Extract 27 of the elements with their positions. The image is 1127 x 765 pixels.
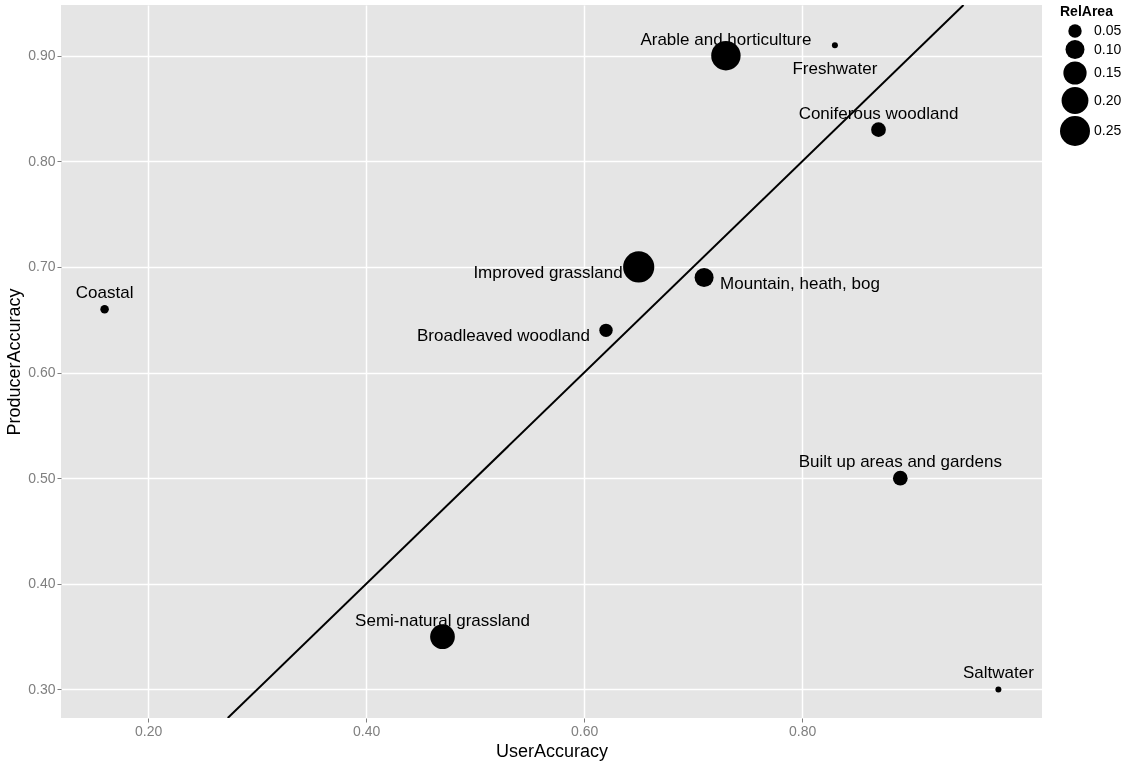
y-tick-label: 0.50 [28,469,56,486]
annotation: Freshwater [792,59,878,79]
legend-label: 0.10 [1094,40,1122,57]
legend-title: RelArea [1060,3,1114,19]
x-axis-title: UserAccuracy [495,740,609,761]
legend-label: 0.20 [1094,91,1122,108]
y-axis-title: ProducerAccuracy [4,288,25,436]
legend-label: 0.05 [1094,22,1122,38]
x-tick-label: 0.40 [353,722,381,739]
y-tick-label: 0.70 [28,258,56,275]
x-tick-label: 0.20 [135,722,163,739]
annotation: Mountain, heath, bog [720,273,880,293]
annotation: Broadleaved woodland [417,326,590,346]
legend-label: 0.25 [1094,122,1122,138]
x-tick-label: 0.80 [789,722,817,739]
annotation: Improved grassland [473,262,623,282]
y-tick-label: 0.90 [28,47,56,64]
annotation: Semi-natural grassland [355,610,530,630]
y-tick-label: 0.60 [28,364,56,381]
x-tick-label: 0.60 [571,722,599,739]
annotation: Coastal [75,283,134,303]
y-tick-label: 0.30 [28,680,56,697]
y-tick-label: 0.40 [28,575,56,592]
legend-label: 0.15 [1094,64,1122,80]
annotation: Built up areas and gardens [798,452,1002,472]
y-tick-label: 0.80 [28,152,56,169]
annotation: Saltwater [962,663,1035,683]
